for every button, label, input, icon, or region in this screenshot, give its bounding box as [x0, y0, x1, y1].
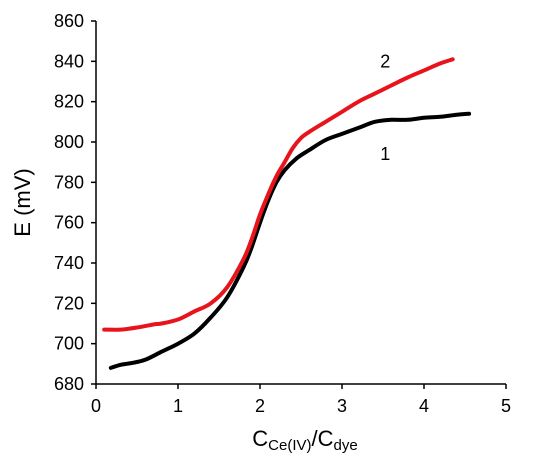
- y-tick-label: 820: [54, 92, 84, 112]
- x-tick-label: 4: [419, 396, 429, 416]
- x-axis-title: CCe(IV)/Cdye: [252, 426, 357, 454]
- x-tick-label: 1: [173, 396, 183, 416]
- x-title-sub2: dye: [334, 437, 358, 454]
- x-tick-label: 5: [501, 396, 511, 416]
- y-tick-label: 740: [54, 253, 84, 273]
- y-tick-label: 720: [54, 293, 84, 313]
- plot-series: 12: [102, 51, 472, 370]
- series-1-line: [108, 111, 472, 370]
- x-tick-label: 3: [337, 396, 347, 416]
- y-axis: 680 700 720 740 760 780 800 820 840 860: [54, 11, 97, 394]
- series-2-line: [102, 57, 455, 332]
- x-ticks: 0 1 2 3 4 5: [91, 384, 511, 416]
- series-1-label: 1: [380, 144, 390, 164]
- y-tick-label: 680: [54, 374, 84, 394]
- x-tick-label: 0: [91, 396, 101, 416]
- y-tick-label: 760: [54, 213, 84, 233]
- y-ticks: 680 700 720 740 760 780 800 820 840 860: [54, 11, 96, 394]
- y-tick-label: 800: [54, 132, 84, 152]
- x-title-c2: C: [318, 426, 334, 451]
- y-tick-label: 840: [54, 51, 84, 71]
- y-axis-title: E (mV): [10, 168, 35, 236]
- series-2-label: 2: [380, 51, 390, 71]
- x-tick-label: 2: [255, 396, 265, 416]
- x-title-sub1: Ce(IV): [268, 437, 311, 454]
- x-axis: 0 1 2 3 4 5: [91, 383, 511, 416]
- x-title-slash: /: [312, 426, 319, 451]
- y-tick-label: 780: [54, 172, 84, 192]
- y-tick-label: 860: [54, 11, 84, 31]
- x-title-c1: C: [252, 426, 268, 451]
- y-tick-label: 700: [54, 334, 84, 354]
